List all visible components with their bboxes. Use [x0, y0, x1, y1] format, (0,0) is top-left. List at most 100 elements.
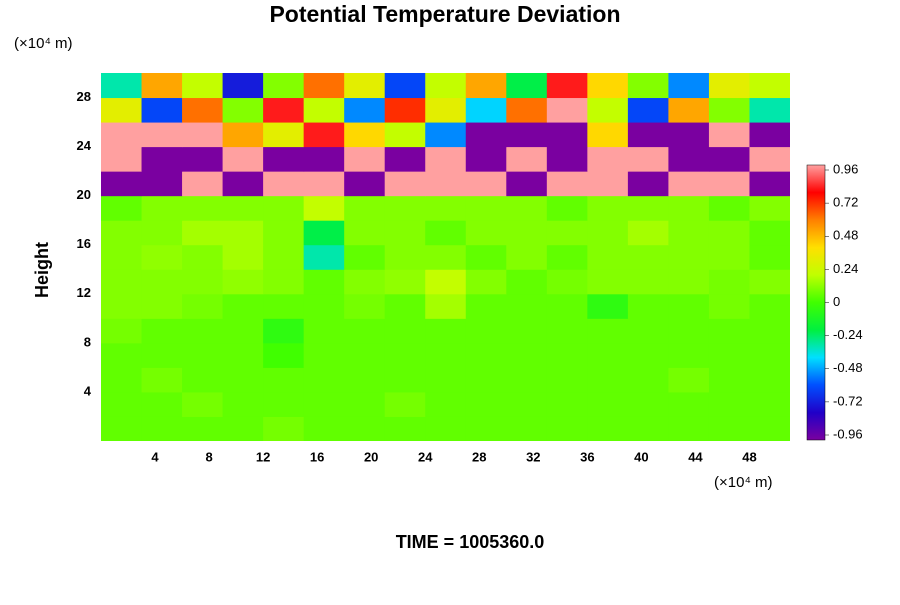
- heatmap-cell: [101, 244, 143, 270]
- y-tick-label: 28: [77, 89, 91, 104]
- heatmap-cell: [344, 318, 386, 344]
- heatmap-cell: [263, 97, 305, 123]
- heatmap-cell: [708, 171, 750, 197]
- heatmap-cell: [182, 220, 224, 246]
- heatmap-cell: [546, 171, 588, 197]
- heatmap-cell: [668, 220, 710, 246]
- heatmap-cell: [101, 195, 143, 221]
- heatmap-cell: [587, 171, 629, 197]
- heatmap-cell: [425, 391, 467, 417]
- heatmap-cell: [384, 367, 426, 393]
- heatmap-cell: [384, 244, 426, 270]
- heatmap-cell: [749, 195, 790, 221]
- heatmap-cell: [101, 122, 143, 148]
- heatmap-cell: [708, 146, 750, 172]
- heatmap-cell: [222, 367, 264, 393]
- heatmap-cell: [465, 146, 507, 172]
- heatmap-cell: [708, 122, 750, 148]
- heatmap-cell: [465, 293, 507, 319]
- heatmap-cell: [546, 416, 588, 441]
- heatmap-cell: [465, 391, 507, 417]
- heatmap-cell: [506, 318, 548, 344]
- heatmap-cell: [384, 293, 426, 319]
- heatmap-cell: [222, 73, 264, 99]
- heatmap-cell: [263, 195, 305, 221]
- heatmap-cell: [708, 416, 750, 441]
- y-tick-label: 16: [77, 236, 91, 251]
- heatmap-cell: [303, 195, 345, 221]
- heatmap-cell: [384, 342, 426, 368]
- heatmap-cell: [384, 220, 426, 246]
- heatmap-cell: [141, 269, 183, 295]
- heatmap-cell: [425, 146, 467, 172]
- colorbar-tick-label: -0.72: [833, 393, 863, 408]
- colorbar: [806, 164, 826, 441]
- heatmap-cell: [749, 416, 790, 441]
- heatmap-cell: [101, 97, 143, 123]
- y-tick-label: 12: [77, 285, 91, 300]
- heatmap-cell: [182, 97, 224, 123]
- heatmap-cell: [141, 195, 183, 221]
- heatmap-cell: [708, 318, 750, 344]
- heatmap-cell: [506, 195, 548, 221]
- heatmap-cell: [222, 318, 264, 344]
- heatmap-cell: [668, 73, 710, 99]
- heatmap-cell: [587, 97, 629, 123]
- heatmap-cell: [384, 416, 426, 441]
- heatmap-cell: [263, 293, 305, 319]
- heatmap-cell: [344, 146, 386, 172]
- heatmap-cell: [303, 293, 345, 319]
- heatmap-cell: [303, 73, 345, 99]
- heatmap-cell: [263, 269, 305, 295]
- heatmap-cell: [384, 146, 426, 172]
- heatmap-cell: [627, 146, 669, 172]
- heatmap-cell: [182, 391, 224, 417]
- heatmap-cell: [182, 367, 224, 393]
- heatmap-cell: [101, 318, 143, 344]
- heatmap-cell: [465, 367, 507, 393]
- heatmap-cell: [708, 195, 750, 221]
- heatmap-cell: [222, 195, 264, 221]
- heatmap-cell: [546, 391, 588, 417]
- heatmap-cell: [425, 293, 467, 319]
- heatmap-cell: [222, 220, 264, 246]
- heatmap-cell: [141, 122, 183, 148]
- heatmap-cell: [465, 122, 507, 148]
- heatmap-cell: [344, 171, 386, 197]
- heatmap-cell: [344, 416, 386, 441]
- heatmap-cell: [101, 171, 143, 197]
- heatmap-cell: [587, 416, 629, 441]
- heatmap-cell: [344, 391, 386, 417]
- heatmap-cell: [506, 367, 548, 393]
- x-tick-label: 44: [688, 449, 703, 464]
- heatmap-cell: [141, 244, 183, 270]
- heatmap-cell: [546, 220, 588, 246]
- heatmap-cell: [668, 342, 710, 368]
- heatmap-cell: [263, 391, 305, 417]
- heatmap-cell: [546, 293, 588, 319]
- heatmap-cell: [101, 146, 143, 172]
- heatmap-cell: [749, 293, 790, 319]
- colorbar-tick-label: 0: [833, 294, 840, 309]
- heatmap-cell: [546, 342, 588, 368]
- heatmap-cell: [465, 73, 507, 99]
- heatmap-cell: [627, 416, 669, 441]
- y-tick-label: 8: [84, 334, 91, 349]
- x-tick-label: 4: [151, 449, 159, 464]
- heatmap-cell: [101, 73, 143, 99]
- heatmap-cell: [303, 97, 345, 123]
- heatmap-cell: [506, 416, 548, 441]
- heatmap-cell: [263, 318, 305, 344]
- heatmap-cell: [344, 293, 386, 319]
- heatmap-cell: [222, 244, 264, 270]
- x-tick-label: 12: [256, 449, 270, 464]
- heatmap-cell: [506, 97, 548, 123]
- heatmap-cell: [182, 73, 224, 99]
- heatmap-cell: [425, 73, 467, 99]
- heatmap-cell: [141, 342, 183, 368]
- heatmap-cell: [627, 244, 669, 270]
- heatmap-cell: [141, 220, 183, 246]
- heatmap-cell: [182, 122, 224, 148]
- heatmap-cell: [101, 391, 143, 417]
- heatmap-cell: [749, 269, 790, 295]
